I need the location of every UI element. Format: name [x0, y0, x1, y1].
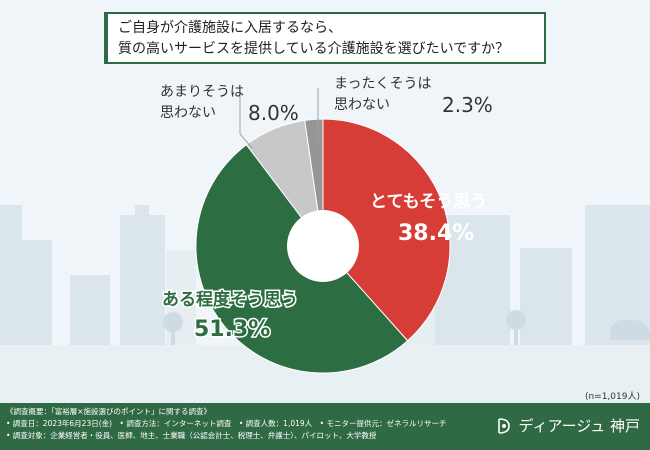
brand-logo-icon [497, 417, 510, 434]
donut-hole [287, 210, 359, 282]
footer-survey-title: 《調査概要：「富裕層×施設選びのポイント」に関する調査》 [6, 407, 212, 416]
slice-strongly-agree [322, 118, 451, 342]
brand: ディアージュ 神戸 [494, 415, 640, 436]
value-strongly-agree: 38.4% [398, 221, 474, 246]
value-strongly-disagree: 2.3% [442, 93, 493, 117]
title-line-1: ご自身が介護施設に入居するなら、 [118, 20, 342, 36]
label-strongly-agree: とてもそう思う [370, 192, 487, 212]
footer-survey-target: • 調査対象：企業経営者・役員、医師、地主、士業職（公認会計士、税理士、弁護士）… [6, 431, 377, 440]
footer: 《調査概要：「富裕層×施設選びのポイント」に関する調査》 • 調査日：2023年… [0, 403, 650, 450]
title-line-2: 質の高いサービスを提供している介護施設を選びたいですか？ [118, 41, 510, 57]
leader-line-somewhat-disagree [239, 90, 253, 149]
label-somewhat-disagree-line2: 思わない [160, 105, 216, 121]
label-strongly-disagree-line2: 思わない [334, 97, 390, 113]
value-somewhat-agree: 51.3% [194, 317, 270, 342]
sample-size-note: (n=1,019人) [584, 392, 640, 402]
title-box: ご自身が介護施設に入居するなら、 質の高いサービスを提供している介護施設を選びた… [104, 12, 546, 64]
label-somewhat-disagree-line1: あまりそうは [160, 84, 244, 100]
value-somewhat-disagree: 8.0% [248, 101, 299, 125]
footer-survey-details: • 調査日：2023年6月23日(金) • 調査方法：インターネット調査 • 調… [6, 419, 447, 428]
brand-name: ディアージュ 神戸 [518, 417, 640, 435]
label-strongly-disagree-line1: まったくそうは [334, 76, 431, 92]
donut-chart: あまりそうは 思わない 8.0% まったくそうは 思わない 2.3% とてもそう… [160, 76, 493, 374]
city-skyline-background [0, 205, 650, 403]
label-somewhat-agree: ある程度そう思う [162, 289, 298, 310]
